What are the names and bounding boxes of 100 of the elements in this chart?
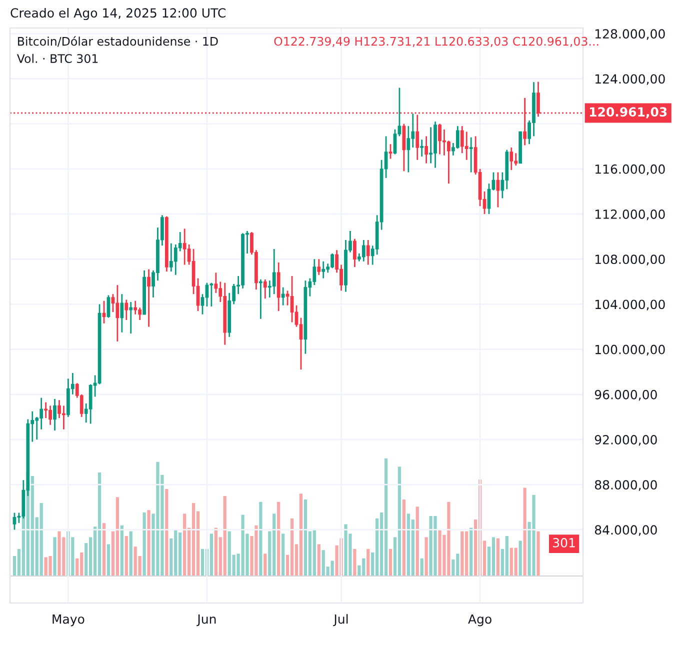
bar [200, 548, 204, 576]
bar [259, 502, 262, 576]
bar [106, 544, 110, 576]
y-tick-label: 116.000,00 [595, 164, 665, 176]
y-tick-label: 108.000,00 [595, 254, 665, 266]
y-tick-label: 112.000,00 [595, 210, 665, 220]
y-tick-label: 92.000,00 [594, 434, 657, 446]
candlestick [134, 300, 138, 316]
bar [183, 514, 186, 576]
candlestick [362, 239, 366, 262]
bar [290, 518, 294, 576]
bar [398, 466, 402, 576]
bar [223, 496, 226, 576]
candlestick [424, 136, 428, 164]
bar [116, 497, 120, 576]
candlestick [353, 238, 356, 268]
candlestick [469, 136, 473, 174]
bar [470, 528, 473, 576]
candlestick [12, 512, 16, 530]
bar [264, 554, 267, 576]
candlestick [281, 286, 285, 306]
bar [192, 503, 196, 576]
bar [402, 500, 406, 576]
bar [514, 548, 518, 576]
candlestick [290, 275, 294, 323]
text: Bitcoin/Dólar estadounidense · 1D [18, 36, 218, 47]
bar [420, 558, 424, 576]
bar [424, 537, 428, 576]
candlestick [44, 402, 48, 419]
x-tick-label: Jul [333, 614, 348, 626]
y-tick-label: 104.000,00 [595, 300, 665, 310]
x-tick-label: Jun [196, 614, 216, 626]
bar [312, 528, 316, 576]
bar [492, 537, 496, 576]
y-tick-label: 100.000,00 [595, 344, 665, 356]
bar [416, 506, 419, 576]
y-tick-label: 84.000,00 [594, 525, 657, 536]
candlestick [263, 278, 267, 300]
candlestick [393, 128, 397, 155]
bar [98, 472, 102, 576]
bar [460, 531, 464, 576]
bar [142, 512, 146, 576]
candlestick [317, 258, 321, 276]
candlestick [272, 248, 276, 295]
candlestick [124, 299, 128, 321]
candlestick [102, 300, 106, 324]
chart-subtitle: Creado el Ago 14, 2025 12:00 UTC [10, 8, 226, 20]
bar [496, 538, 500, 576]
annotation: 301 [553, 538, 575, 548]
candlestick [205, 282, 209, 308]
bar [129, 531, 132, 576]
bar [330, 560, 334, 576]
candlestick [456, 125, 460, 150]
bar [282, 534, 285, 576]
bar [120, 525, 124, 576]
bar [317, 544, 320, 576]
bar [536, 531, 540, 576]
candlestick [322, 260, 326, 279]
bar [165, 488, 168, 576]
bar [353, 548, 356, 576]
bar [505, 536, 508, 576]
bar [124, 536, 128, 576]
candlestick [106, 294, 110, 318]
annotation: Vol. · BTC 301 [16, 54, 98, 64]
bar [304, 500, 308, 576]
y-tick-label: 88.000,00 [594, 480, 657, 491]
bar [277, 502, 280, 576]
bar [299, 494, 303, 576]
candlestick [366, 239, 370, 266]
candlestick [258, 278, 262, 320]
bar [388, 548, 392, 576]
candlestick [210, 282, 214, 308]
bar [523, 488, 526, 576]
y-tick-label: 124.000,00 [595, 74, 665, 85]
bar [102, 523, 106, 576]
bar [53, 537, 56, 576]
bar [366, 548, 370, 576]
candlestick [416, 114, 420, 161]
candlestick [147, 268, 150, 328]
candlestick [388, 143, 392, 160]
bar [384, 458, 388, 576]
candlestick [129, 301, 133, 334]
candlestick [120, 293, 124, 334]
bar [518, 540, 522, 576]
candlestick [116, 284, 120, 342]
bar [147, 510, 150, 576]
candlestick [406, 125, 410, 174]
x-tick-label: Ago [468, 614, 492, 626]
candlestick [53, 398, 56, 432]
candlestick [214, 272, 218, 294]
y-tick-label: 96.000,00 [594, 390, 657, 401]
candlestick [88, 384, 92, 424]
candlestick [464, 131, 468, 161]
candlestick [420, 138, 424, 158]
bar [210, 534, 214, 576]
candlestick [402, 123, 406, 172]
ref-line-label: 120.961,03 [590, 107, 667, 118]
bar [40, 503, 43, 576]
x-tick-label: Mayo [52, 614, 84, 626]
candlestick [510, 146, 514, 171]
